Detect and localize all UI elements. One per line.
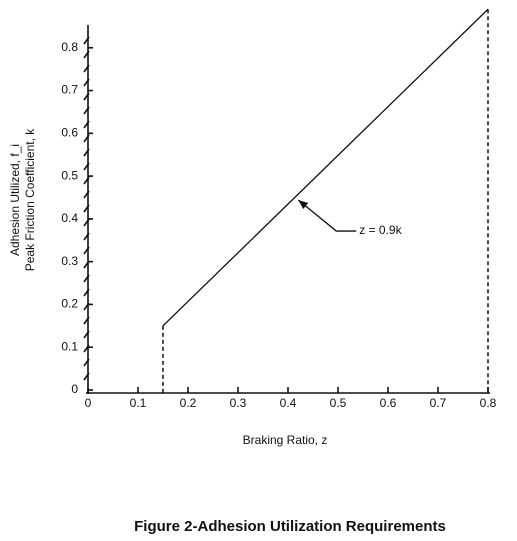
hatch: [83, 120, 90, 129]
y-axis-label: Peak Friction Coefficient, k: [23, 128, 37, 272]
figure-caption: Figure 2-Adhesion Utilization Requiremen…: [134, 518, 446, 535]
hatch: [83, 134, 90, 143]
y-tick-label: 0.1: [61, 339, 78, 353]
hatch: [83, 358, 90, 367]
hatch: [83, 190, 90, 199]
hatch: [83, 288, 90, 297]
x-tick-label: 0: [85, 396, 92, 410]
hatch: [83, 232, 90, 241]
hatch: [83, 274, 90, 283]
hatch: [83, 50, 90, 59]
y-tick-label: 0: [71, 382, 78, 396]
x-tick-label: 0.7: [430, 396, 447, 410]
hatch: [83, 176, 90, 185]
hatch: [83, 316, 90, 325]
annotation: z = 0.9k: [359, 223, 402, 237]
x-tick-label: 0.2: [180, 396, 197, 410]
x-axis-label: Braking Ratio, z: [243, 433, 328, 447]
hatch: [83, 148, 90, 157]
x-tick-label: 0.1: [130, 396, 147, 410]
hatch: [83, 204, 90, 213]
x-tick-label: 0.6: [380, 396, 397, 410]
x-tick-label: 0.5: [330, 396, 347, 410]
y-tick-label: 0.3: [61, 254, 78, 268]
hatch: [83, 78, 90, 87]
y-tick-label: 0.6: [61, 126, 78, 140]
hatch: [83, 344, 90, 353]
hatch: [83, 330, 90, 339]
y-axis-label: Adhesion Utilized, f_i: [8, 144, 22, 256]
y-tick-label: 0.2: [61, 297, 78, 311]
hatch: [83, 106, 90, 115]
hatch: [83, 92, 90, 101]
hatch: [83, 162, 90, 171]
hatch: [83, 372, 90, 381]
y-tick-label: 0.7: [61, 83, 78, 97]
y-tick-label: 0.5: [61, 168, 78, 182]
y-tick-label: 0.8: [61, 40, 78, 54]
hatch: [83, 64, 90, 73]
hatch: [83, 246, 90, 255]
x-tick-label: 0.3: [230, 396, 247, 410]
hatch: [83, 36, 90, 45]
annotation-arrow: [297, 199, 357, 232]
hatch: [83, 218, 90, 227]
line: [162, 8, 489, 327]
arrow-head: [298, 200, 309, 210]
y-tick-label: 0.4: [61, 211, 78, 225]
x-tick-label: 0.8: [480, 396, 497, 410]
x-tick-label: 0.4: [280, 396, 297, 410]
